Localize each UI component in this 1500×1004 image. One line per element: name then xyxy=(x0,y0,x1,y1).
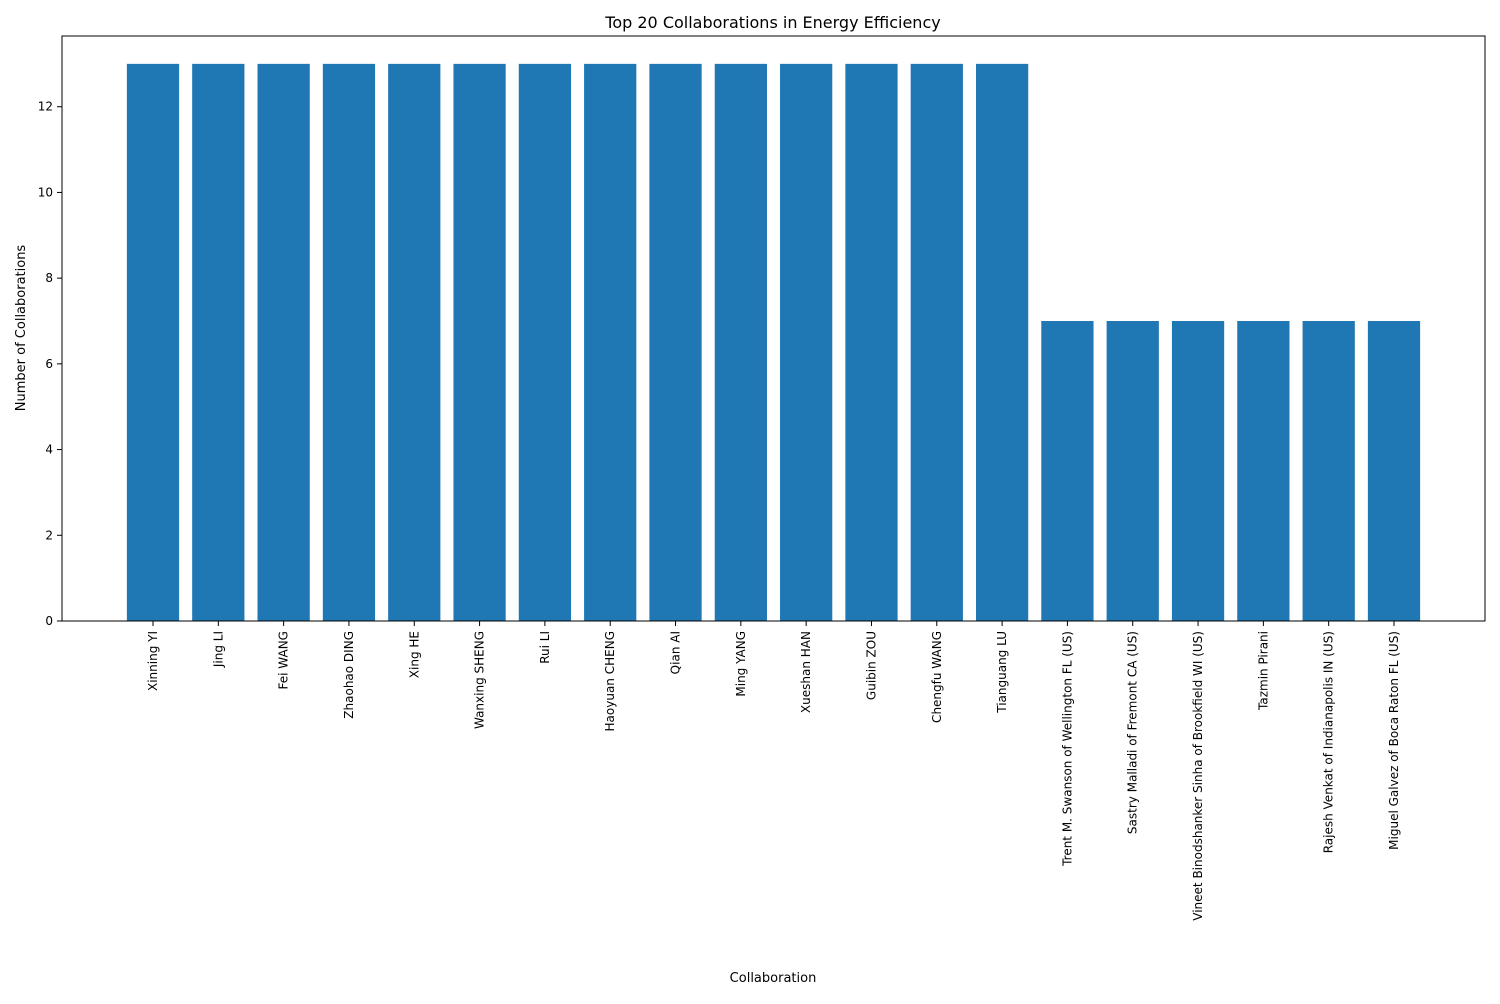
y-tick-label: 8 xyxy=(45,271,53,285)
bar xyxy=(780,64,832,621)
bar xyxy=(519,64,571,621)
y-axis-ticks: 0 2 4 6 8 10 12 xyxy=(38,100,62,628)
x-tick-label: Rajesh Venkat of Indianapolis IN (US) xyxy=(1322,631,1336,853)
x-tick-label: Xinning YI xyxy=(146,631,160,691)
x-tick-label: Wanxing SHENG xyxy=(473,631,487,729)
x-tick-label: Tazmin Pirani xyxy=(1256,631,1270,711)
x-axis-label: Collaboration xyxy=(730,971,817,986)
y-tick-label: 4 xyxy=(45,443,53,457)
bar xyxy=(911,64,963,621)
bar xyxy=(845,64,897,621)
x-tick-label: Rui LI xyxy=(538,631,552,664)
x-tick-label: Trent M. Swanson of Wellington FL (US) xyxy=(1060,631,1074,867)
y-tick-label: 6 xyxy=(45,357,53,371)
bar xyxy=(715,64,767,621)
x-tick-label: Fei WANG xyxy=(277,631,291,689)
bar xyxy=(1172,321,1224,621)
y-axis-label: Number of Collaborations xyxy=(14,245,29,412)
bar xyxy=(1107,321,1159,621)
y-tick-label: 0 xyxy=(45,614,53,628)
x-tick-label: Miguel Galvez of Boca Raton FL (US) xyxy=(1387,631,1401,850)
x-tick-label: Chengfu WANG xyxy=(930,631,944,723)
x-tick-label: Zhaohao DING xyxy=(342,631,356,719)
y-tick-label: 2 xyxy=(45,528,53,542)
bar xyxy=(1368,321,1420,621)
chart-title: Top 20 Collaborations in Energy Efficien… xyxy=(604,13,940,32)
bar xyxy=(323,64,375,621)
bar xyxy=(258,64,310,621)
bar xyxy=(649,64,701,621)
x-tick-label: Haoyuan CHENG xyxy=(603,631,617,731)
x-tick-label: Xueshan HAN xyxy=(799,631,813,713)
x-tick-label: Sastry Malladi of Fremont CA (US) xyxy=(1126,631,1140,834)
bars-group xyxy=(127,64,1420,621)
y-tick-label: 10 xyxy=(38,185,53,199)
x-tick-label: Xing HE xyxy=(407,631,421,678)
x-tick-label: Guibin ZOU xyxy=(864,631,878,700)
x-axis-ticks: Xinning YI Jing LI Fei WANG Zhaohao DING Xin… xyxy=(146,621,1401,921)
bar xyxy=(584,64,636,621)
x-tick-label: Jing LI xyxy=(211,631,225,668)
bar xyxy=(976,64,1028,621)
x-tick-label: Ming YANG xyxy=(734,631,748,697)
x-tick-label: Qian AI xyxy=(669,631,683,674)
bar xyxy=(127,64,179,621)
x-tick-label: Tianguang LU xyxy=(995,631,1009,714)
bar xyxy=(453,64,505,621)
bar xyxy=(1237,321,1289,621)
x-tick-label: Vineet Binodshanker Sinha of Brookfield … xyxy=(1191,631,1205,921)
bar xyxy=(1041,321,1093,621)
bar xyxy=(192,64,244,621)
bar xyxy=(1303,321,1355,621)
bar xyxy=(388,64,440,621)
y-tick-label: 12 xyxy=(38,100,53,114)
